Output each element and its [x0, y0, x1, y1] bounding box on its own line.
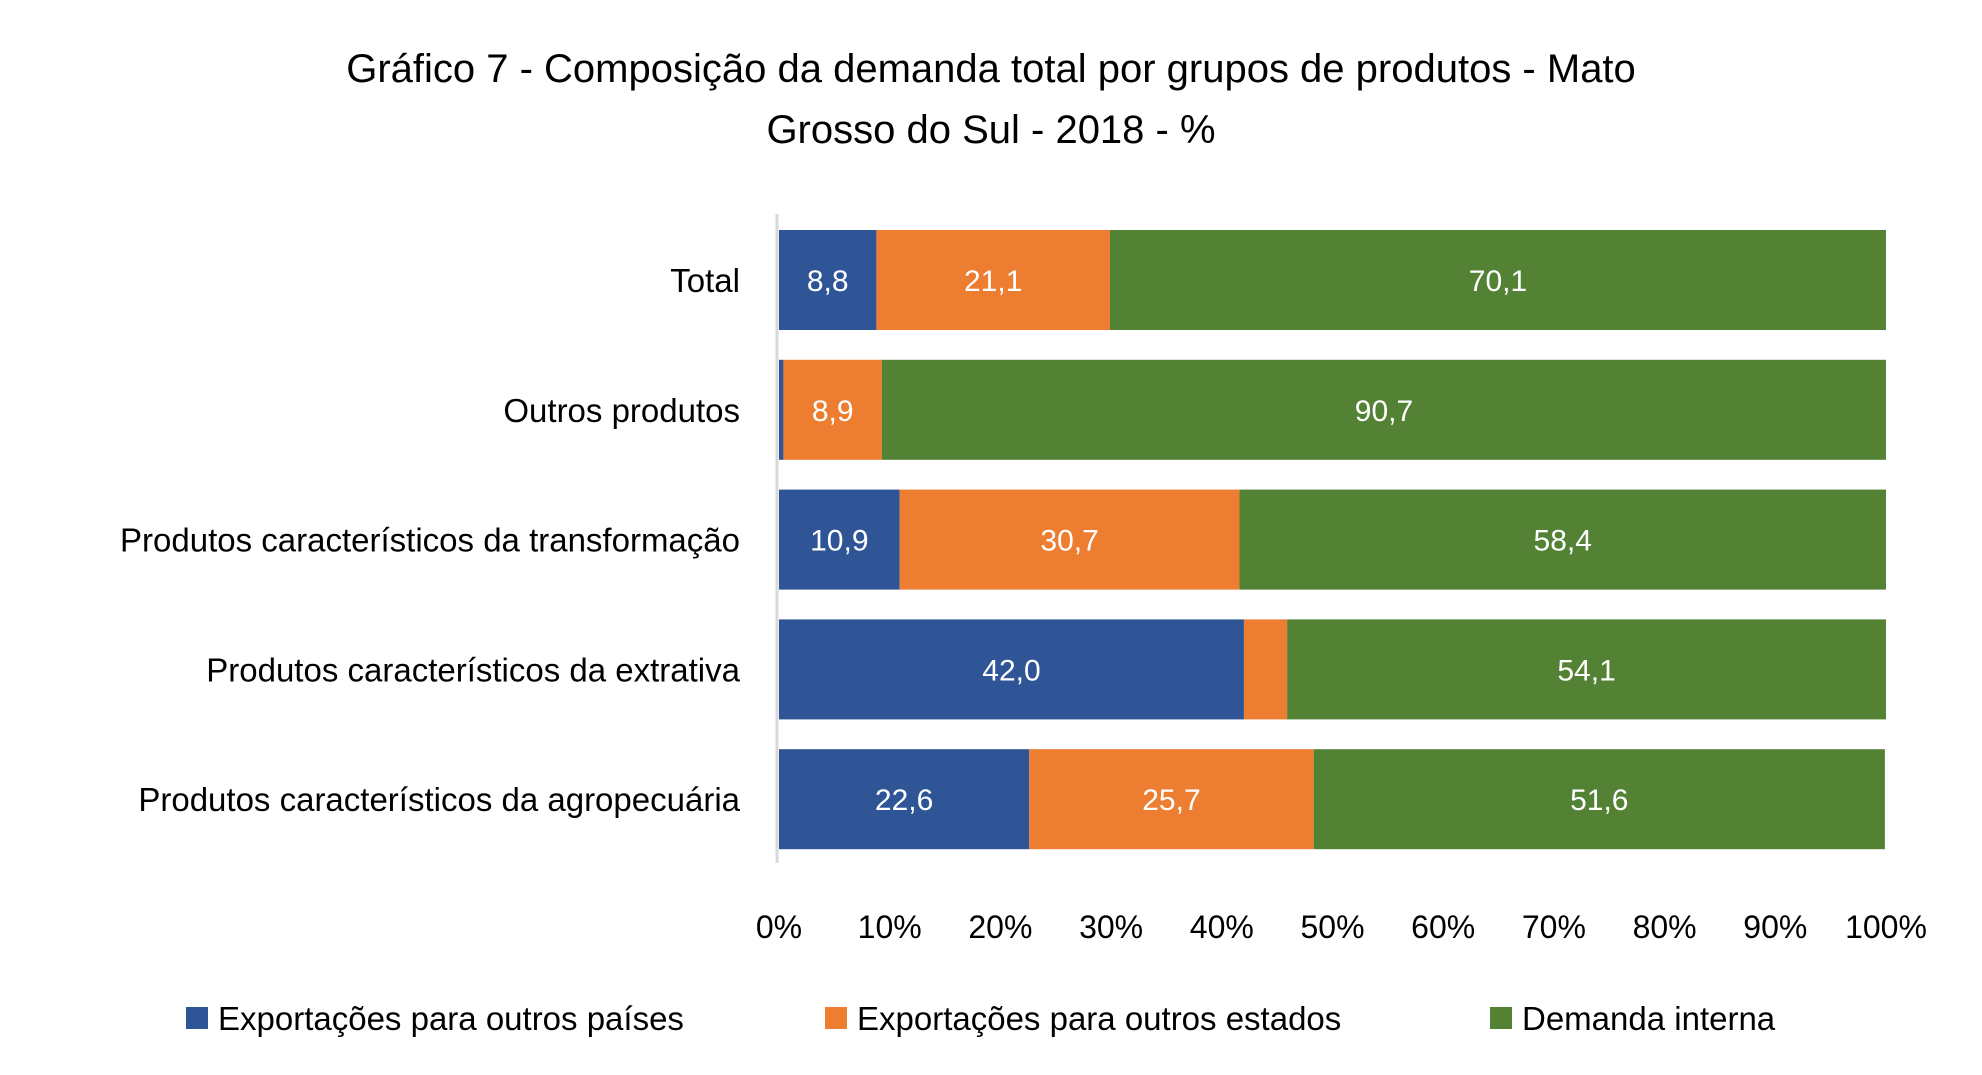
- category-label: Outros produtos: [503, 392, 740, 429]
- x-tick-label: 20%: [968, 909, 1032, 945]
- bar-row: 22,6 25,7 51,6: [779, 749, 1885, 850]
- legend-item: Demanda interna: [1490, 1000, 1776, 1037]
- bar-row: 8,9 90,7: [779, 359, 1886, 460]
- data-label: 54,1: [1557, 654, 1615, 687]
- x-tick-label: 70%: [1522, 909, 1586, 945]
- x-tick-label: 80%: [1633, 909, 1697, 945]
- bar-segment: [779, 749, 1030, 850]
- legend-label: Exportações para outros países: [218, 1000, 684, 1037]
- legend-label: Exportações para outros estados: [857, 1000, 1341, 1037]
- category-label: Total: [670, 262, 740, 299]
- x-axis-tick-labels: 0% 10% 20% 30% 40% 50% 60% 70% 80% 90% 100%: [756, 909, 1927, 945]
- data-label: 58,4: [1534, 525, 1592, 558]
- chart-title-line-1: Gráfico 7 - Composição da demanda total …: [346, 47, 1636, 91]
- bar-row: 42,0 54,1: [779, 619, 1886, 720]
- bar-segment: [1029, 749, 1314, 850]
- legend-swatch: [1490, 1007, 1512, 1029]
- chart-title: Gráfico 7 - Composição da demanda total …: [346, 47, 1636, 152]
- category-label: Produtos característicos da transformaçã…: [120, 522, 740, 559]
- bar-segment: [876, 230, 1110, 330]
- data-label: 8,9: [812, 395, 854, 428]
- bar-segment: [881, 359, 1886, 460]
- data-label: 70,1: [1469, 265, 1527, 298]
- data-label: 25,7: [1142, 784, 1200, 817]
- legend: Exportações para outros países Exportaçõe…: [186, 1000, 1776, 1037]
- bar-segment: [779, 489, 900, 590]
- data-label: 21,1: [964, 265, 1022, 298]
- bar-segment: [1287, 619, 1886, 720]
- x-tick-label: 100%: [1845, 909, 1927, 945]
- data-label: 8,8: [807, 265, 849, 298]
- legend-label: Demanda interna: [1522, 1000, 1776, 1037]
- x-tick-label: 90%: [1743, 909, 1807, 945]
- x-tick-label: 40%: [1190, 909, 1254, 945]
- bar-row: 10,9 30,7 58,4: [779, 489, 1886, 590]
- bar-segment: [1239, 489, 1886, 590]
- x-tick-label: 10%: [858, 909, 922, 945]
- chart-title-line-2: Grosso do Sul - 2018 - %: [766, 108, 1215, 152]
- legend-item: Exportações para outros estados: [825, 1000, 1341, 1037]
- data-label: 10,9: [810, 525, 868, 558]
- data-label: 90,7: [1355, 395, 1413, 428]
- x-tick-label: 0%: [756, 909, 802, 945]
- bar-segment: [779, 230, 877, 330]
- x-tick-label: 50%: [1300, 909, 1364, 945]
- bar-segment: [899, 489, 1240, 590]
- bar-segment: [1109, 230, 1886, 330]
- plot-area: 8,8 21,1 70,1 8,9 90,7 10,9 30,7 58,4 42,0 54,1 22…: [779, 230, 1886, 850]
- data-label: 51,6: [1570, 784, 1628, 817]
- bar-segment: [783, 359, 882, 460]
- bar-segment: [1313, 749, 1885, 850]
- bar-segment: [779, 359, 784, 460]
- category-labels: Total Outros produtos Produtos característ…: [120, 262, 741, 818]
- category-label: Produtos característicos da agropecuária: [138, 781, 740, 818]
- bar-segment: [1243, 619, 1288, 720]
- data-label: 30,7: [1040, 525, 1098, 558]
- category-label: Produtos característicos da extrativa: [206, 651, 740, 688]
- data-label: 22,6: [875, 784, 933, 817]
- x-tick-label: 60%: [1411, 909, 1475, 945]
- x-tick-label: 30%: [1079, 909, 1143, 945]
- bar-segment: [779, 619, 1244, 720]
- legend-swatch: [825, 1007, 847, 1029]
- data-label: 42,0: [982, 654, 1040, 687]
- legend-item: Exportações para outros países: [186, 1000, 684, 1037]
- bar-row: 8,8 21,1 70,1: [779, 230, 1886, 330]
- legend-swatch: [186, 1007, 208, 1029]
